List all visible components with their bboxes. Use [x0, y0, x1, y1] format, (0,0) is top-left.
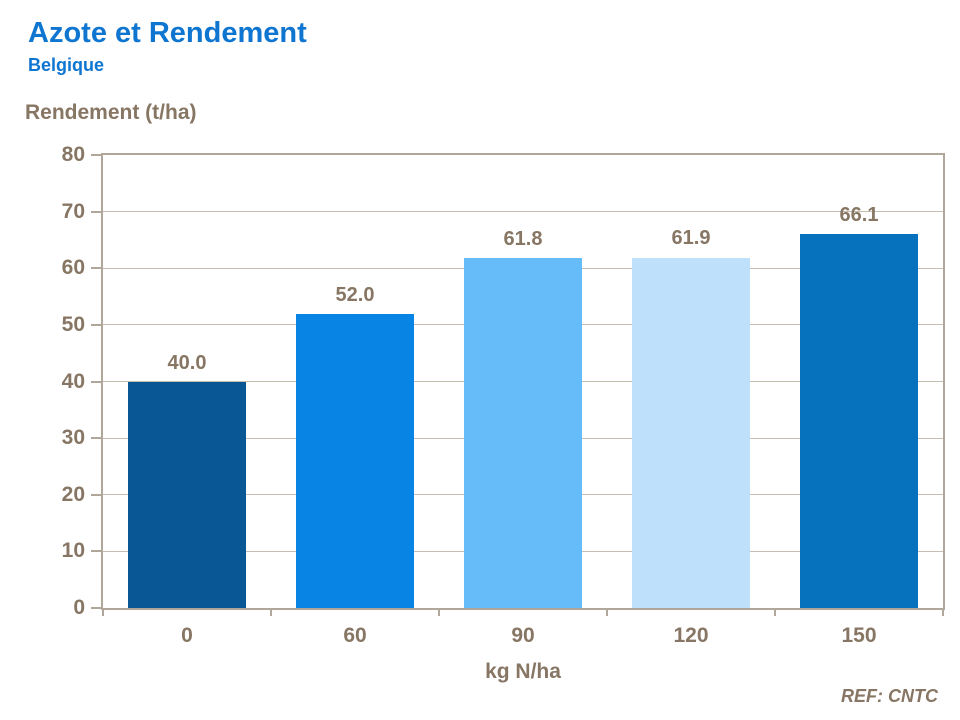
bar-value-label: 61.9: [671, 227, 711, 250]
y-tick-mark: [91, 550, 101, 553]
x-tick-label: 120: [673, 624, 709, 647]
y-tick-mark: [91, 267, 101, 270]
y-tick-mark: [91, 437, 101, 440]
y-tick-label: 20: [61, 482, 85, 506]
y-tick-mark: [91, 323, 101, 326]
y-tick-mark: [91, 607, 101, 609]
y-tick-label: 70: [61, 199, 85, 223]
bar-value-label: 61.8: [503, 228, 543, 251]
bar-90: [464, 258, 582, 608]
page-subtitle: Belgique: [28, 55, 105, 75]
x-tick-mark: [774, 608, 776, 616]
page-title: Azote et Rendement: [28, 17, 307, 49]
y-tick-label: 30: [61, 426, 85, 450]
y-axis-title: Rendement (t/ha): [25, 101, 197, 124]
y-tick-mark: [91, 380, 101, 383]
x-tick-label: 90: [511, 624, 535, 647]
bar-value-label: 40.0: [167, 351, 207, 374]
y-tick-label: 80: [61, 143, 85, 166]
chart-plot-area: 0 10 20 30 40 50 60 70 80 40.0 0 52.0 60 61.8 90 61.9 12…: [62, 144, 945, 683]
y-tick-mark: [91, 493, 101, 496]
bar-0: [128, 381, 246, 608]
gridline: [103, 211, 943, 213]
x-tick-mark: [606, 608, 608, 616]
y-tick-label: 40: [61, 369, 85, 393]
x-tick-label: 0: [181, 624, 193, 647]
x-tick-mark: [942, 608, 944, 616]
y-tick-label: 0: [73, 596, 85, 619]
y-tick-mark: [91, 210, 101, 213]
ref-note: REF: CNTC: [841, 686, 938, 706]
x-axis-title: kg N/ha: [485, 660, 561, 683]
y-tick-mark: [91, 154, 101, 156]
x-tick-mark: [270, 608, 272, 616]
x-tick-label: 60: [343, 624, 367, 647]
x-tick-mark: [438, 608, 440, 616]
bar-value-label: 52.0: [335, 283, 375, 306]
bar-120: [632, 257, 750, 608]
y-tick-label: 60: [61, 256, 85, 280]
bar-150: [800, 233, 918, 608]
chart-plot-inner: 0 10 20 30 40 50 60 70 80 40.0 0 52.0 60 61.8 90 61.9 12…: [62, 144, 944, 683]
y-tick-label: 10: [61, 539, 85, 563]
bar-60: [296, 313, 414, 608]
x-tick-label: 150: [841, 624, 877, 647]
y-tick-label: 50: [61, 312, 85, 336]
bar-value-label: 66.1: [839, 203, 879, 226]
x-tick-mark: [102, 608, 104, 616]
